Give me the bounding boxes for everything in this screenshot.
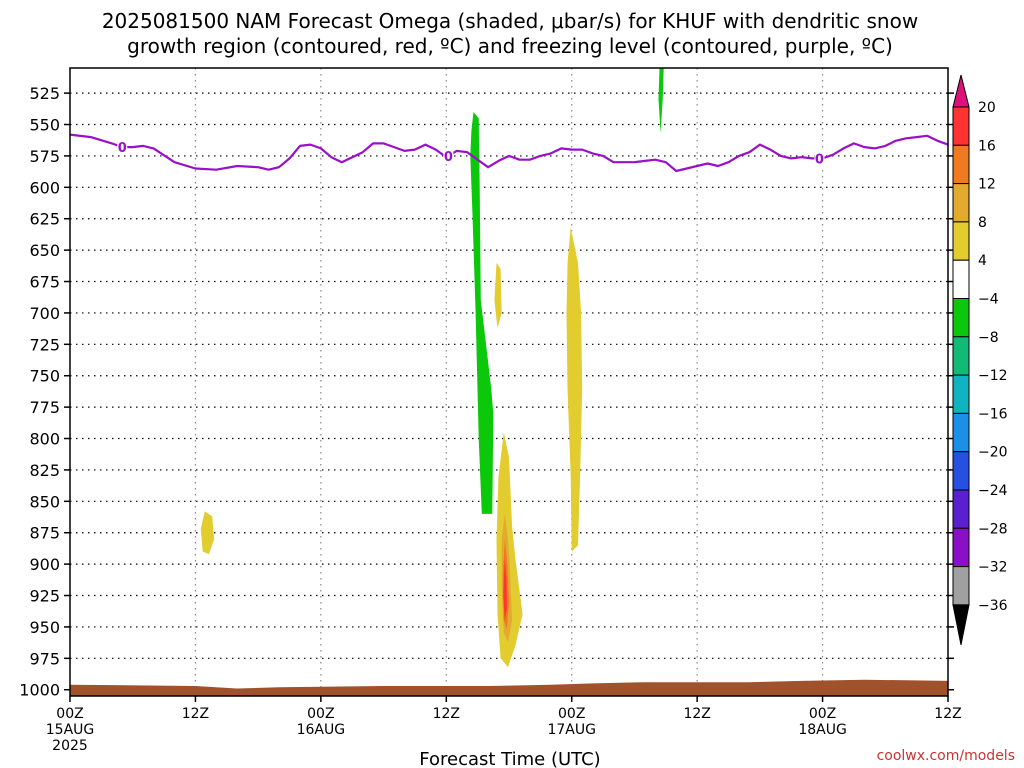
omega-shade-region-0 xyxy=(658,68,664,134)
colorbar-label-1: 16 xyxy=(978,138,996,154)
x-tick-label-0-line-1: 15AUG xyxy=(46,722,95,738)
colorbar-swatch-10 xyxy=(952,489,970,529)
x-tick-label-0-line-2: 2025 xyxy=(52,738,88,754)
colorbar-label-8: −16 xyxy=(978,406,1008,422)
colorbar-label-0: 20 xyxy=(978,100,996,116)
x-tick-label-24-line-0: 00Z xyxy=(307,706,334,722)
colorbar-swatch-8 xyxy=(952,412,970,453)
colorbar-swatch-0 xyxy=(952,106,970,146)
y-tick-label-775: 775 xyxy=(29,398,60,417)
colorbar-label-10: −24 xyxy=(978,483,1008,499)
colorbar-swatch-11 xyxy=(952,527,970,568)
colorbar-label-11: −28 xyxy=(978,521,1008,537)
colorbar-swatch-6 xyxy=(952,336,970,376)
x-tick-label-72-line-0: 00Z xyxy=(809,706,836,722)
axes: 525 550 575 600 625 650 675 700 725 750 775 800 825 8… xyxy=(19,67,962,754)
credit-text: coolwx.com/models xyxy=(877,748,1015,764)
colorbar-label-4: 4 xyxy=(978,253,987,269)
colorbar-label-3: 8 xyxy=(978,215,987,231)
x-tick-label-84-line-0: 12Z xyxy=(934,706,961,722)
colorbar-swatch-1 xyxy=(952,144,970,185)
x-axis-label: Forecast Time (UTC) xyxy=(419,749,600,768)
omega-shade-region-1 xyxy=(470,112,494,514)
y-tick-label-575: 575 xyxy=(29,147,60,166)
colorbar-swatch-7 xyxy=(952,374,970,414)
y-tick-label-525: 525 xyxy=(29,84,60,103)
freezing-level-label-bg-0 xyxy=(117,139,128,156)
y-tick-label-950: 950 xyxy=(29,618,60,637)
y-tick-label-850: 850 xyxy=(29,492,60,511)
freezing-level-label-0: 0 xyxy=(118,141,127,156)
freezing-level-label-bg-2 xyxy=(814,150,825,167)
x-tick-label-12-line-0: 12Z xyxy=(182,706,209,722)
omega-shade-region-8 xyxy=(503,557,507,621)
colorbar-swatch-5 xyxy=(952,298,970,338)
omega-shade-region-2 xyxy=(200,511,215,555)
y-tick-label-550: 550 xyxy=(29,116,60,135)
colorbar-label-2: 12 xyxy=(978,177,996,193)
y-tick-label-600: 600 xyxy=(29,178,60,197)
chart-title-line-2: growth region (contoured, red, ºC) and f… xyxy=(127,34,893,58)
colorbar-top-triangle xyxy=(952,74,970,108)
chart-title-line-1: 2025081500 NAM Forecast Omega (shaded, μ… xyxy=(102,9,918,33)
colorbar-swatch-12 xyxy=(952,566,970,606)
colorbar-bottom-triangle xyxy=(952,604,970,645)
y-tick-label-975: 975 xyxy=(29,649,60,668)
x-tick-label-60-line-0: 12Z xyxy=(683,706,710,722)
x-tick-label-48-line-0: 00Z xyxy=(558,706,585,722)
x-tick-label-48-line-1: 17AUG xyxy=(547,722,596,738)
y-tick-label-750: 750 xyxy=(29,367,60,386)
colorbar-label-5: −4 xyxy=(978,292,999,308)
colorbar-label-6: −8 xyxy=(978,330,999,346)
colorbar-label-9: −20 xyxy=(978,445,1008,461)
x-tick-label-0-line-0: 00Z xyxy=(56,706,83,722)
freezing-level-contour xyxy=(70,133,948,173)
surface-ground-band xyxy=(70,679,948,696)
y-tick-label-650: 650 xyxy=(29,241,60,260)
x-tick-label-72-line-1: 18AUG xyxy=(798,722,847,738)
y-tick-label-800: 800 xyxy=(29,430,60,449)
colorbar: 20 16 12 8 4 −4 −8 −12 −16 −20 −24 −28 −32 −36 xyxy=(952,74,1008,645)
colorbar-label-13: −36 xyxy=(978,598,1008,614)
x-tick-label-36-line-0: 12Z xyxy=(433,706,460,722)
y-tick-label-1000: 1000 xyxy=(19,681,60,700)
colorbar-swatch-3 xyxy=(952,221,970,261)
colorbar-label-12: −32 xyxy=(978,560,1008,576)
y-tick-label-900: 900 xyxy=(29,555,60,574)
freezing-level-label-bg-1 xyxy=(443,147,454,164)
freezing-level-label-1: 0 xyxy=(444,150,453,165)
y-tick-label-625: 625 xyxy=(29,210,60,229)
y-tick-label-700: 700 xyxy=(29,304,60,323)
colorbar-swatch-4 xyxy=(952,259,970,300)
y-tick-label-925: 925 xyxy=(29,587,60,606)
colorbar-swatch-9 xyxy=(952,451,970,491)
omega-shade-region-4 xyxy=(566,227,583,552)
freezing-level-label-2: 0 xyxy=(815,152,824,167)
plot-frame xyxy=(69,67,949,697)
colorbar-label-7: −12 xyxy=(978,368,1008,384)
colorbar-swatch-2 xyxy=(952,183,970,223)
omega-shade-region-3 xyxy=(494,262,502,328)
y-tick-label-825: 825 xyxy=(29,461,60,480)
y-tick-label-725: 725 xyxy=(29,335,60,354)
y-tick-label-675: 675 xyxy=(29,273,60,292)
x-tick-label-24-line-1: 16AUG xyxy=(297,722,346,738)
y-tick-label-875: 875 xyxy=(29,524,60,543)
plot-area: 0 0 0 xyxy=(70,68,948,696)
